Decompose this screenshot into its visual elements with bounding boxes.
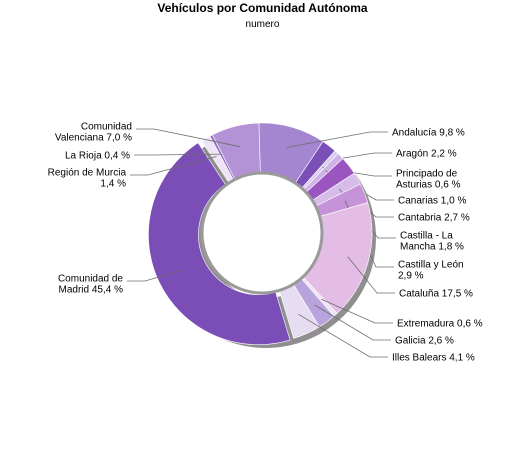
slice-label-canarias: Canarias 1,0 %	[398, 196, 466, 207]
leader-line-andalucia	[286, 131, 388, 148]
slice-label-castilla-y-leon: Castilla y León 2,9 %	[398, 260, 464, 282]
slice-comunidad-de-madrid	[148, 142, 291, 345]
slice-label-extremadura: Extremadura 0,6 %	[397, 319, 483, 330]
leader-line-extremadura	[321, 298, 393, 324]
leader-line-illes-balears	[298, 313, 388, 358]
leader-line-la-rioja	[134, 153, 221, 156]
chart-title: Vehículos por Comunidad Autónoma	[157, 1, 368, 15]
leader-line-galicia	[314, 304, 391, 341]
leader-line-cataluna	[347, 256, 395, 294]
slice-label-galicia: Galicia 2,6 %	[395, 336, 454, 347]
leader-line-comunidad-de-madrid	[127, 270, 182, 282]
slice-label-comunidad-de-madrid: Comunidad de Madrid 45,4 %	[58, 274, 123, 296]
slice-label-aragon: Aragón 2,2 %	[396, 149, 457, 160]
chart-subtitle: numero	[245, 19, 280, 30]
donut-hole	[200, 171, 324, 295]
slice-label-cataluna: Cataluña 17,5 %	[399, 289, 473, 300]
slice-label-cantabria: Cantabria 2,7 %	[398, 213, 470, 224]
slice-label-andalucia: Andalucía 9,8 %	[392, 128, 465, 139]
slice-label-la-rioja: La Rioja 0,4 %	[65, 151, 130, 162]
slice-label-castilla-la-mancha: Castilla - La Mancha 1,8 %	[400, 231, 464, 253]
leader-line-region-de-murcia	[130, 156, 217, 176]
slice-label-illes-balears: Illes Balears 4,1 %	[392, 353, 475, 364]
leader-line-comunidad-valenciana	[136, 128, 241, 148]
slice-label-comunidad-valenciana: Comunidad Valenciana 7,0 %	[55, 122, 132, 144]
slice-label-region-de-murcia: Región de Murcia 1,4 %	[48, 168, 127, 190]
slice-label-principado-de-asturias: Principado de Asturias 0,6 %	[396, 169, 461, 191]
